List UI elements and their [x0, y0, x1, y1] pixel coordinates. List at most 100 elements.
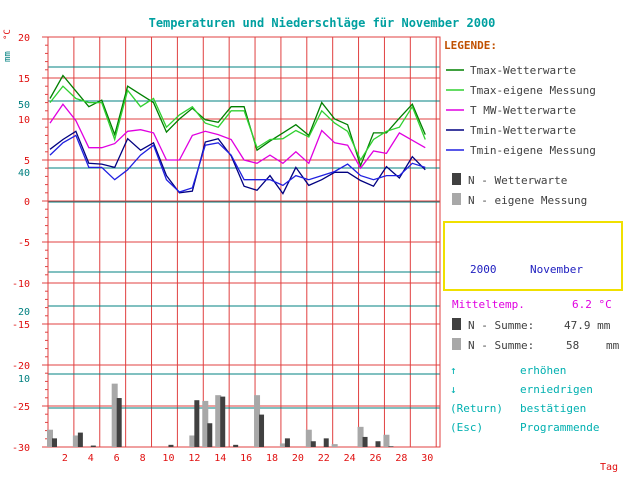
series-line-tmin_station	[49, 130, 426, 195]
help-action: bestätigen	[520, 402, 586, 415]
x-tick-label: 10	[162, 453, 174, 464]
precip-bar-own	[202, 400, 209, 447]
temp-unit-label: °C	[3, 29, 13, 40]
precip-bar-station	[52, 438, 57, 447]
series-line-tmw	[49, 103, 426, 170]
precip-bar-own	[254, 395, 261, 447]
help-key: (Return)	[450, 402, 503, 415]
grid	[47, 36, 441, 448]
precip-bar-own	[331, 444, 338, 447]
date-year: 2000	[470, 263, 497, 276]
legend-swatch-bar	[452, 173, 461, 185]
precip-bar-station	[90, 445, 96, 447]
precip-bar-station	[194, 400, 200, 447]
help-action: erhöhen	[520, 364, 566, 377]
temp-lines	[49, 74, 426, 195]
legend: Tmax-Wetterwarte Tmax-eigene Messung T MW-…	[446, 64, 596, 207]
n-own-swatch	[452, 338, 461, 350]
x-tick-label: 2	[62, 453, 68, 464]
mittel-value: 6.2 °C	[572, 298, 612, 311]
date-box	[443, 221, 623, 291]
x-tick-label: 26	[369, 453, 381, 464]
precip-bar-station	[168, 444, 174, 447]
x-tick-label: 30	[421, 453, 433, 464]
legend-item-label: Tmax-eigene Messung	[470, 84, 596, 97]
precip-bar-own	[383, 434, 390, 447]
temp-tick-label: -25	[12, 402, 30, 413]
legend-swatch-bar	[452, 193, 461, 205]
temp-tick-label: -5	[18, 238, 30, 249]
n-own-sum-value: 58	[566, 339, 579, 352]
temp-tick-label: 15	[18, 74, 30, 85]
x-tick-label: 6	[114, 453, 120, 464]
precip-bar-station	[310, 441, 316, 447]
date-month: November	[530, 263, 583, 276]
temp-tick-label: 20	[18, 33, 30, 44]
n-station-swatch	[452, 318, 461, 330]
temp-tick-label: 0	[24, 197, 30, 208]
x-tick-label: 12	[188, 453, 200, 464]
precip-bar-own	[279, 443, 286, 447]
precip-bar-station	[233, 444, 239, 447]
precip-bar-station	[77, 432, 83, 447]
precip-bar-own	[189, 435, 196, 447]
temp-tick-label: -20	[12, 361, 30, 372]
temp-tick-label: 5	[24, 156, 30, 167]
legend-title: LEGENDE:	[444, 39, 497, 52]
precip-bar-own	[72, 435, 79, 447]
help-key: ↑	[450, 364, 457, 377]
help-action: erniedrigen	[520, 383, 593, 396]
legend-item-label: Tmin-eigene Messung	[470, 144, 596, 157]
right-panel: LEGENDE: Tmax-Wetterwarte Tmax-eigene Mes…	[443, 39, 623, 434]
series-line-tmax_own	[49, 85, 426, 162]
precip-tick-label: 50	[18, 100, 30, 111]
precip-tick-label: 10	[18, 374, 30, 385]
n-station-sum-label: N - Summe:	[468, 319, 534, 332]
help-key: ↓	[450, 383, 457, 396]
precip-bar-station	[116, 398, 122, 447]
n-station-sum-value: 47.9 mm	[564, 319, 611, 332]
x-tick-label: 22	[318, 453, 330, 464]
precip-bar-station	[362, 436, 368, 447]
precip-bars	[47, 383, 394, 447]
precip-bar-own	[215, 395, 222, 447]
precip-bar-station	[323, 438, 329, 447]
precip-unit-label: mm	[3, 51, 13, 62]
chart-title: Temperaturen und Niederschläge für Novem…	[149, 16, 496, 30]
precip-tick-label: 40	[18, 168, 30, 179]
x-unit-label: Tag	[600, 462, 618, 473]
temp-tick-label: -10	[12, 279, 30, 290]
x-tick-label: 18	[266, 453, 278, 464]
temp-tick-label: -15	[12, 320, 30, 331]
legend-item-label: Tmin-Wetterwarte	[470, 124, 576, 137]
precip-bar-station	[375, 441, 381, 447]
temp-tick-label: 10	[18, 115, 30, 126]
mittel-label: Mitteltemp.	[452, 298, 525, 311]
x-tick-label: 16	[240, 453, 252, 464]
x-axis: 2 4 6 8 10 12 14 16 18 20 22 24 26 28 30	[62, 453, 433, 464]
legend-item-label: Tmax-Wetterwarte	[470, 64, 576, 77]
x-tick-label: 8	[140, 453, 146, 464]
help-key: (Esc)	[450, 421, 483, 434]
precip-bar-own	[111, 383, 118, 447]
precip-bar-own	[47, 429, 53, 447]
temp-tick-label: -30	[12, 443, 30, 454]
legend-item-label: N - Wetterwarte	[468, 174, 567, 187]
x-tick-label: 28	[395, 453, 407, 464]
series-line-tmin_own	[49, 134, 426, 193]
n-own-sum-unit: mm	[606, 339, 620, 352]
help-action: Programmende	[520, 421, 599, 434]
precip-tick-label: 20	[18, 307, 30, 318]
help-keys: ↑ erhöhen ↓ erniedrigen (Return) bestätigen (E…	[450, 364, 599, 434]
x-tick-label: 20	[292, 453, 304, 464]
legend-item-label: T MW-Wetterwarte	[470, 104, 576, 117]
x-tick-label: 24	[344, 453, 356, 464]
n-own-sum-label: N - Summe:	[468, 339, 534, 352]
precip-bar-station	[284, 438, 290, 447]
x-tick-label: 4	[88, 453, 94, 464]
x-tick-label: 14	[214, 453, 226, 464]
precip-bar-station	[220, 396, 226, 447]
precip-bar-own	[305, 429, 312, 447]
